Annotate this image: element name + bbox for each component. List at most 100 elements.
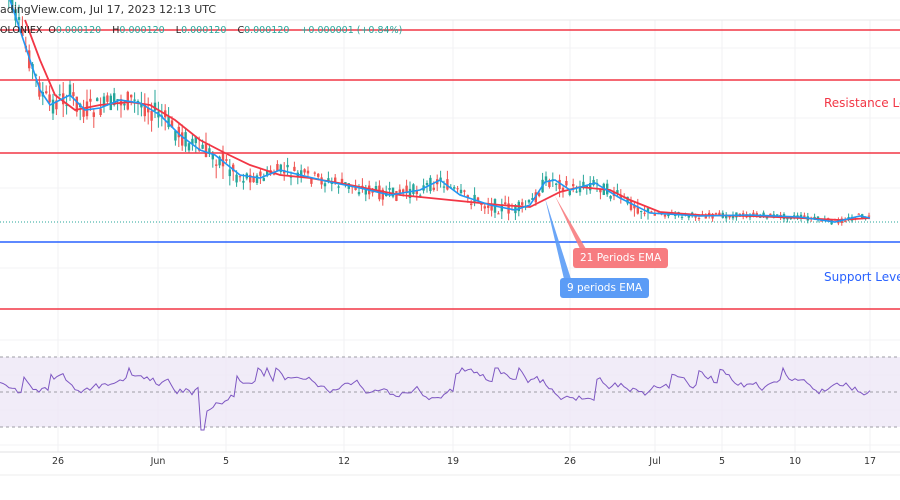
candle-body: [279, 164, 282, 172]
candle-body: [544, 176, 548, 181]
candle-body: [45, 91, 48, 94]
candle-body: [242, 180, 245, 183]
candle-body: [762, 212, 765, 216]
candle-body: [228, 169, 231, 177]
ema21-callout: 21 Periods EMA: [573, 248, 669, 268]
symbol: OLONIEX: [0, 25, 43, 36]
candle-body: [497, 213, 500, 215]
candle-body: [181, 132, 184, 146]
candle-body: [466, 195, 469, 198]
candle-body: [432, 187, 435, 190]
candle-body: [459, 189, 463, 194]
candle-body: [252, 176, 255, 183]
candle-body: [48, 94, 51, 103]
x-tick-label: 26: [51, 456, 65, 467]
candle-body: [344, 182, 347, 184]
candle-body: [21, 28, 24, 36]
x-tick-label: 17: [863, 456, 877, 467]
candle-body: [718, 212, 721, 215]
candle-body: [187, 143, 191, 151]
candle-body: [395, 191, 398, 201]
candle-body: [629, 200, 633, 210]
candle-body: [55, 100, 58, 110]
open-value: 0.000120: [55, 25, 102, 36]
candle-body: [803, 215, 806, 217]
candle-body: [527, 200, 531, 203]
candle-body: [123, 103, 126, 106]
candle-body: [337, 186, 340, 188]
candle-body: [58, 94, 61, 96]
candle-body: [765, 217, 769, 219]
candle-body: [143, 104, 146, 117]
candle-body: [398, 189, 401, 195]
candle-body: [357, 191, 361, 195]
candle-body: [177, 126, 180, 138]
ema21-line: [24, 19, 871, 221]
candle-body: [555, 183, 558, 185]
candle-body: [728, 215, 731, 218]
candle-body: [572, 184, 575, 187]
candle-body: [731, 214, 735, 219]
candle-body: [361, 185, 364, 187]
candle-body: [470, 203, 473, 206]
candle-body: [755, 213, 758, 216]
candle-body: [92, 112, 95, 117]
candle-body: [463, 190, 466, 192]
x-tick-label: 12: [337, 456, 351, 467]
candle-body: [310, 178, 313, 184]
candle-body: [89, 98, 92, 102]
candle-body: [194, 136, 197, 144]
candle-body: [317, 173, 320, 177]
candle-body: [208, 148, 211, 154]
candle-body: [96, 98, 99, 102]
chart-header: adingView.com, Jul 17, 2023 12:13 UTC: [0, 3, 217, 16]
ema9-pointer: [545, 198, 571, 279]
candle-body: [334, 177, 337, 183]
candle-body: [680, 216, 684, 218]
candle-body: [419, 195, 422, 197]
high-value: 0.000120: [119, 25, 165, 36]
candle-body: [259, 171, 262, 176]
candle-body: [65, 104, 68, 107]
candle-body: [480, 204, 483, 206]
candle-body: [388, 188, 391, 190]
candle-body: [17, 17, 21, 20]
candle-body: [582, 181, 585, 188]
candle-body: [412, 184, 415, 194]
candle-body: [687, 215, 690, 218]
candle-body: [575, 191, 578, 193]
x-tick-label: Jun: [150, 456, 166, 467]
candle-body: [99, 108, 102, 116]
candle-body: [867, 215, 871, 217]
candle-body: [663, 214, 667, 217]
candle-body: [504, 202, 507, 205]
candle-body: [558, 179, 561, 190]
candle-body: [857, 213, 860, 215]
candle-body: [340, 178, 344, 184]
candle-body: [538, 193, 541, 197]
candle-body: [293, 166, 296, 171]
x-tick-label: 26: [563, 456, 577, 467]
change-value: +0.000001 (+0.84%): [300, 25, 403, 36]
candle-body: [408, 188, 412, 198]
close-label: C: [237, 25, 245, 36]
candle-body: [714, 213, 718, 215]
candle-body: [201, 144, 204, 149]
candle-body: [272, 173, 276, 175]
candle-body: [249, 174, 252, 183]
candle-body: [130, 94, 133, 98]
candle-body: [225, 159, 228, 161]
candle-body: [51, 99, 55, 114]
candle-body: [218, 156, 221, 166]
candle-body: [487, 205, 490, 208]
candle-body: [748, 216, 752, 218]
candle-body: [490, 203, 493, 211]
support-level-label: Support Level: [824, 270, 900, 284]
candle-body: [446, 179, 449, 190]
ema9-callout: 9 periods EMA: [560, 278, 650, 298]
candle-body: [34, 74, 38, 76]
candle-body: [640, 211, 643, 213]
candle-body: [616, 190, 619, 194]
